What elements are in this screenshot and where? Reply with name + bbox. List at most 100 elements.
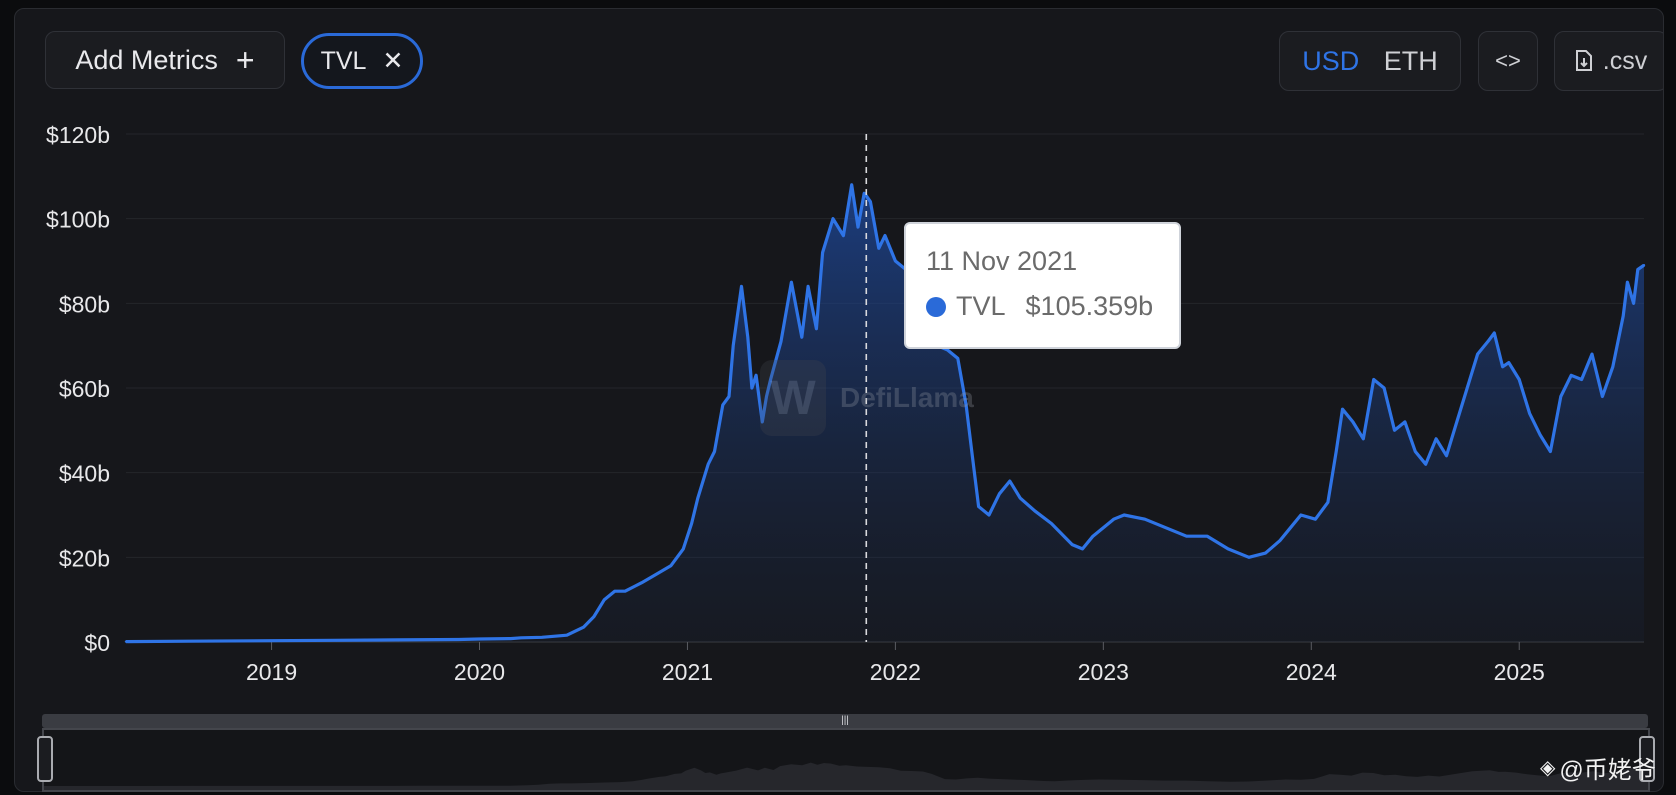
brush-window[interactable] <box>42 728 1650 792</box>
tvl-data-point <box>582 626 585 629</box>
tvl-data-point <box>831 217 835 220</box>
tvl-data-point <box>750 386 754 390</box>
tvl-data-point <box>1206 535 1209 538</box>
tvl-data-point <box>603 598 606 601</box>
tvl-data-point <box>707 463 710 466</box>
tvl-data-point <box>1102 526 1105 529</box>
y-tick-label: $0 <box>84 630 110 656</box>
tvl-data-point <box>1278 539 1282 542</box>
tvl-data-point <box>721 403 724 407</box>
tvl-data-point <box>1611 365 1615 368</box>
tvl-data-point <box>863 192 866 195</box>
tvl-data-point <box>187 640 190 643</box>
tvl-data-point <box>877 247 880 250</box>
tvl-data-point <box>769 378 772 381</box>
tvl-data-point <box>1518 378 1521 381</box>
tvl-data-point <box>1528 412 1531 415</box>
download-csv-button[interactable]: .csv <box>1554 31 1663 91</box>
y-tick-label: $120b <box>46 122 110 148</box>
corner-watermark: ◈ @币姥爷 <box>1540 750 1656 785</box>
tvl-data-point <box>519 636 523 639</box>
tvl-data-point <box>1019 496 1022 500</box>
brush-preview <box>44 762 1648 790</box>
tvl-data-point <box>669 564 672 567</box>
tvl-data-point <box>987 513 991 517</box>
brush-left-handle[interactable] <box>37 736 53 782</box>
tvl-data-point <box>1414 450 1417 453</box>
tvl-data-point <box>842 234 845 237</box>
tvl-data-point <box>1455 420 1459 424</box>
tvl-data-point <box>821 251 824 254</box>
add-metrics-button[interactable]: Add Metrics + <box>45 31 285 89</box>
currency-usd-option[interactable]: USD <box>1302 45 1360 76</box>
tvl-data-point <box>790 281 793 284</box>
range-brush[interactable]: ||| <box>37 714 1655 792</box>
currency-eth-option[interactable]: ETH <box>1383 45 1438 76</box>
tvl-data-point <box>1393 429 1396 432</box>
tvl-data-point <box>800 336 803 339</box>
tvl-data-point <box>613 590 616 593</box>
tvl-data-point <box>1122 513 1126 517</box>
tvl-data-point <box>883 234 887 237</box>
tvl-data-point <box>732 344 735 347</box>
watermark-text: DefiLlama <box>840 382 974 413</box>
y-tick-label: $60b <box>59 376 110 402</box>
tvl-data-point <box>1549 450 1552 453</box>
defillama-watermark: W DefiLlama <box>760 360 974 436</box>
tvl-area-chart[interactable]: $0 $20b $40b $60b $80b $100b $120b 2019 2020 2021… <box>0 0 1676 720</box>
tvl-data-point <box>765 395 768 398</box>
tvl-data-point <box>270 639 273 642</box>
diamond-logo-icon: ◈ <box>1540 757 1556 779</box>
x-tick-label: 2024 <box>1286 659 1337 685</box>
currency-toggle: USD ETH <box>1279 31 1461 91</box>
tvl-data-point <box>1434 437 1438 440</box>
y-tick-label: $100b <box>46 207 110 233</box>
tvl-data-point <box>1445 454 1448 457</box>
tvl-data-point <box>971 454 974 457</box>
plus-icon: + <box>235 42 255 78</box>
corner-watermark-text: @币姥爷 <box>1559 757 1656 784</box>
tvl-data-point <box>1466 386 1469 390</box>
brush-scrollbar[interactable]: ||| <box>42 714 1648 728</box>
tvl-data-point <box>682 547 685 551</box>
grip-icon[interactable]: ||| <box>841 715 849 726</box>
tvl-data-point <box>1008 479 1011 483</box>
tvl-data-point <box>1622 314 1625 318</box>
tvl-data-point <box>457 638 460 641</box>
x-tick-label: 2025 <box>1494 659 1545 685</box>
tvl-data-point <box>754 374 758 377</box>
series-dot-icon <box>926 296 946 317</box>
tvl-data-point <box>1580 378 1583 381</box>
tvl-data-point <box>1143 518 1147 521</box>
tvl-data-point <box>1185 535 1188 538</box>
tvl-metric-chip[interactable]: TVL ✕ <box>301 33 423 89</box>
y-tick-label: $80b <box>59 291 110 317</box>
brush-right-handle[interactable] <box>1639 736 1655 782</box>
tvl-area-fill <box>126 184 1644 643</box>
tvl-data-point <box>761 420 764 424</box>
tvl-data-point <box>690 522 693 525</box>
tvl-data-point <box>1091 535 1095 538</box>
tvl-data-point <box>1382 386 1386 390</box>
tvl-data-point <box>779 340 783 343</box>
tvl-data-point <box>727 395 731 398</box>
tvl-data-point <box>746 336 749 339</box>
tvl-chip-label: TVL <box>320 46 367 75</box>
tvl-data-point <box>1081 547 1084 551</box>
tvl-data-point <box>623 590 627 593</box>
embed-button[interactable]: <> <box>1478 31 1538 91</box>
tvl-data-point <box>565 634 568 637</box>
tvl-data-point <box>1033 509 1036 512</box>
tvl-data-point <box>1164 526 1167 529</box>
tvl-data-point <box>1590 352 1594 356</box>
tvl-data-point <box>806 285 810 288</box>
tvl-data-point <box>640 581 643 584</box>
close-icon[interactable]: ✕ <box>382 47 404 75</box>
tvl-data-point <box>509 637 512 640</box>
x-tick-label: 2023 <box>1078 659 1129 685</box>
tvl-data-point <box>1247 556 1251 559</box>
tvl-data-point <box>869 200 872 203</box>
tvl-data-point <box>1424 463 1427 466</box>
tvl-data-point <box>478 637 481 641</box>
tvl-data-point <box>1362 437 1365 440</box>
